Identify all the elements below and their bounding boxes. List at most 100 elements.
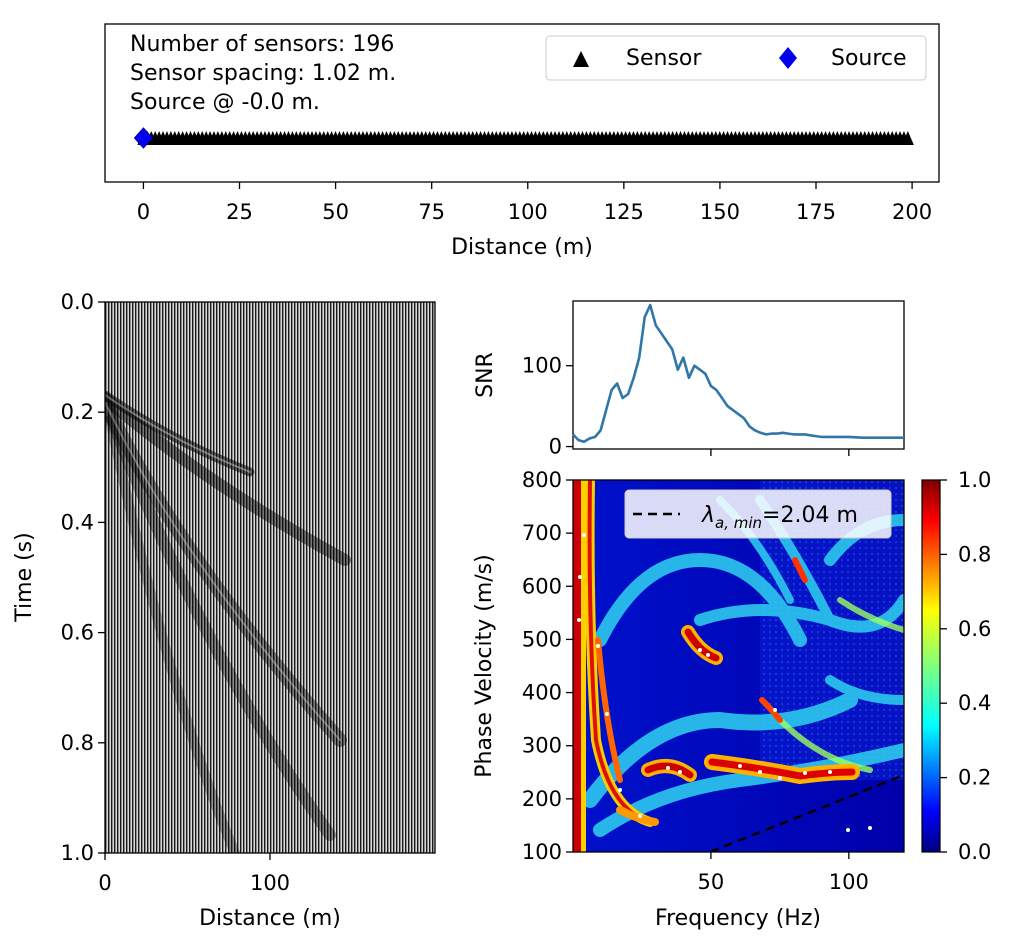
lambda-min-line [709, 773, 904, 852]
pick-point [706, 653, 710, 657]
pick-point [666, 766, 670, 770]
sensor-markers [137, 131, 914, 145]
tick-label: 0.4 [61, 510, 94, 534]
waterfall-wavefront-2 [105, 392, 351, 566]
snr-panel: 0 100 SNR [473, 300, 905, 459]
tick-label: 400 [522, 681, 562, 705]
tick-label: 500 [522, 627, 562, 651]
pick-point [828, 770, 832, 774]
dispersion-band-cyan-6 [593, 743, 904, 837]
dispersion-x-label: Frequency (Hz) [655, 906, 821, 931]
dispersion-axes-frame [572, 479, 905, 853]
tick-label: 100 [522, 840, 562, 864]
tick-label: 0.2 [958, 766, 991, 790]
pick-point [605, 712, 609, 716]
dispersion-y-ticks: 100 200 300 400 500 600 700 800 [522, 468, 573, 864]
tick-label: 600 [522, 574, 562, 598]
pick-point [578, 575, 582, 579]
tick-label: 150 [700, 200, 740, 224]
snr-y-label: SNR [473, 352, 498, 398]
array-x-label: Distance (m) [451, 235, 593, 260]
tick-label: 75 [418, 200, 445, 224]
pick-point [758, 770, 762, 774]
tick-label: 0 [549, 435, 562, 459]
tick-label: 700 [522, 521, 562, 545]
colorbar: 0.0 0.2 0.4 0.6 0.8 1.0 [921, 468, 991, 864]
snr-line [572, 303, 904, 444]
dispersion-band-cyan-2 [582, 692, 858, 808]
tick-label: 175 [796, 200, 836, 224]
waterfall-wavefront-1 [105, 390, 255, 477]
pick-point [778, 776, 782, 780]
pick-point [803, 771, 807, 775]
pick-point [698, 648, 702, 652]
info-line-1: Number of sensors: 196 [130, 32, 394, 57]
tick-label: 1.0 [958, 468, 991, 492]
pick-point [582, 533, 586, 537]
waterfall-y-ticks: 0.0 0.2 0.4 0.6 0.8 1.0 [61, 290, 105, 865]
dispersion-legend: λa, min=2.04 m [624, 489, 892, 539]
info-line-2: Sensor spacing: 1.02 m. [130, 61, 396, 86]
waterfall-wavefront-4 [105, 404, 336, 841]
array-x-ticks: 0 25 50 75 100 125 150 175 200 [137, 182, 932, 224]
dispersion-ridge-higher-1 [587, 480, 652, 824]
tick-label: 100 [250, 871, 290, 895]
waterfall-traces [105, 302, 435, 853]
pick-point [773, 708, 777, 712]
legend-sensor-label: Sensor [626, 46, 702, 71]
dispersion-ridge-2 [644, 762, 694, 779]
tick-label: 800 [522, 468, 562, 492]
sensor-marker [901, 131, 914, 145]
array-panel: Number of sensors: 196 Sensor spacing: 1… [104, 23, 940, 260]
snr-y-ticks: 0 100 [522, 354, 573, 459]
tick-label: 300 [522, 734, 562, 758]
dispersion-band-cyan-1 [593, 552, 807, 647]
waterfall-x-label: Distance (m) [199, 906, 341, 931]
snr-axes-frame [572, 300, 905, 450]
tick-label: 25 [226, 200, 253, 224]
tick-label: 50 [322, 200, 349, 224]
snr-x-ticks [710, 449, 850, 456]
colorbar-gradient [921, 479, 941, 853]
pick-point [738, 764, 742, 768]
waterfall-x-ticks: 0 100 [98, 853, 290, 895]
tick-label: 0.8 [958, 542, 991, 566]
tick-label: 1.0 [61, 841, 94, 865]
dispersion-ridge-3 [708, 758, 856, 780]
legend-lambda-label: λa, min=2.04 m [701, 503, 858, 532]
tick-label: 100 [508, 200, 548, 224]
tick-label: 50 [698, 870, 725, 894]
pick-point [868, 826, 872, 830]
pick-point [596, 644, 600, 648]
tick-label: 0.8 [61, 731, 94, 755]
colorbar-ticks: 0.0 0.2 0.4 0.6 0.8 1.0 [940, 468, 991, 864]
tick-label: 125 [604, 200, 644, 224]
tick-label: 200 [522, 787, 562, 811]
legend-source-label: Source [831, 46, 907, 71]
waterfall-wavefront-5 [105, 415, 240, 853]
waterfall-panel: 0.0 0.2 0.4 0.6 0.8 1.0 0 100 Distance (m) Tim… [12, 290, 436, 931]
tick-label: 0 [137, 200, 150, 224]
dispersion-y-label: Phase Velocity (m/s) [472, 554, 497, 777]
tick-label: 0 [98, 871, 111, 895]
pick-point [577, 618, 581, 622]
tick-label: 0.2 [61, 400, 94, 424]
tick-label: 0.4 [958, 691, 991, 715]
tick-label: 100 [522, 354, 562, 378]
waterfall-y-label: Time (s) [12, 532, 37, 622]
pick-point [618, 788, 622, 792]
tick-label: 0.6 [61, 621, 94, 645]
pick-point [678, 770, 682, 774]
pick-point [638, 814, 642, 818]
tick-label: 100 [829, 870, 869, 894]
pick-point [846, 828, 850, 832]
tick-label: 200 [892, 200, 932, 224]
dispersion-panel: λa, min=2.04 m 100200300400500600700800 … [472, 468, 905, 931]
dispersion-x-ticks: 50 100 [698, 852, 869, 894]
source-marker [133, 127, 154, 149]
tick-label: 0.6 [958, 617, 991, 641]
array-legend: Sensor Source [545, 35, 927, 81]
waterfall-wavefront-3 [105, 395, 347, 747]
tick-label: 0.0 [958, 840, 991, 864]
